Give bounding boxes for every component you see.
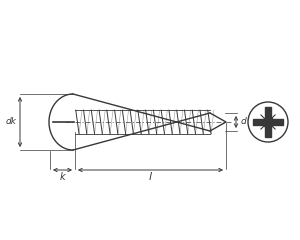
Polygon shape xyxy=(265,107,271,122)
Text: k: k xyxy=(60,172,65,182)
Polygon shape xyxy=(264,118,272,126)
Text: l: l xyxy=(149,172,152,182)
Polygon shape xyxy=(253,119,268,125)
Text: dk: dk xyxy=(5,118,16,126)
Text: d: d xyxy=(240,118,246,126)
Polygon shape xyxy=(265,122,271,137)
Polygon shape xyxy=(268,119,283,125)
